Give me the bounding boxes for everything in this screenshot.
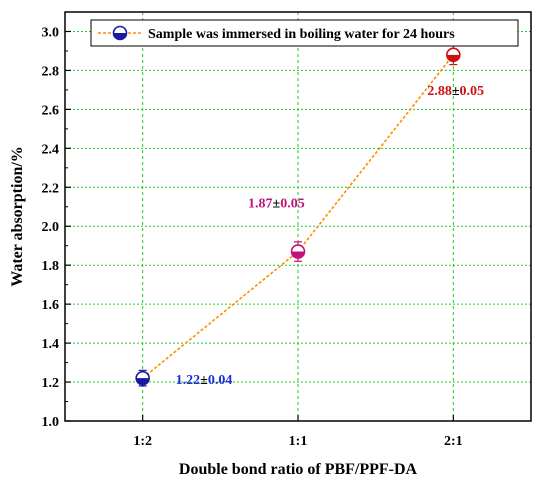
x-axis-title: Double bond ratio of PBF/PPF-DA bbox=[179, 461, 418, 478]
data-label-error: 0.05 bbox=[460, 84, 485, 99]
data-label: 1.87±0.05 bbox=[248, 197, 305, 212]
marker-fill bbox=[291, 251, 305, 259]
y-axis-title: Water absorption/% bbox=[9, 146, 26, 287]
y-tick-label: 1.6 bbox=[42, 298, 60, 313]
legend: Sample was immersed in boiling water for… bbox=[90, 19, 519, 47]
y-tick-label: 1.8 bbox=[42, 259, 60, 274]
legend-label: Sample was immersed in boiling water for… bbox=[148, 27, 455, 42]
data-label: 2.88±0.05 bbox=[427, 84, 484, 99]
data-label-value: 1.22 bbox=[176, 373, 201, 388]
y-tick-label: 1.2 bbox=[42, 376, 60, 391]
series-layer bbox=[135, 44, 461, 387]
data-point bbox=[446, 47, 461, 63]
legend-marker bbox=[112, 25, 128, 41]
ticks: 1.0 1.2 1.4 1.6 1.8 2.0 2.2 2.4 2.6 2.8 3.0 1:2 1:1 2… bbox=[42, 25, 463, 449]
plot-frame bbox=[64, 11, 532, 422]
y-tick-label: 2.2 bbox=[42, 181, 60, 196]
data-label: 1.22±0.04 bbox=[176, 373, 233, 388]
data-label-pm: ± bbox=[200, 373, 208, 388]
y-tick-label: 2.4 bbox=[42, 142, 60, 157]
marker-fill bbox=[113, 33, 127, 40]
grid bbox=[65, 12, 531, 421]
data-point bbox=[135, 370, 150, 386]
legend-marker-symbol bbox=[112, 25, 128, 41]
data-label-value: 1.87 bbox=[248, 197, 273, 212]
data-label-value: 2.88 bbox=[427, 84, 452, 99]
y-tick-label: 3.0 bbox=[42, 25, 60, 40]
y-tick-label: 2.0 bbox=[42, 220, 60, 235]
y-tick-label: 2.6 bbox=[42, 103, 60, 118]
x-tick-label: 2:1 bbox=[444, 434, 463, 449]
y-tick-label: 1.0 bbox=[42, 415, 60, 430]
marker-fill bbox=[446, 54, 460, 62]
marker-fill bbox=[136, 378, 150, 385]
x-tick-label: 1:1 bbox=[289, 434, 308, 449]
data-labels: 1.22±0.041.87±0.052.88±0.05 bbox=[176, 84, 484, 388]
data-label-pm: ± bbox=[273, 197, 281, 212]
y-tick-label: 2.8 bbox=[42, 64, 60, 79]
x-tick-label: 1:2 bbox=[133, 434, 152, 449]
data-label-pm: ± bbox=[452, 84, 460, 99]
data-point bbox=[290, 244, 306, 259]
data-label-error: 0.04 bbox=[208, 373, 233, 388]
data-label-error: 0.05 bbox=[280, 197, 305, 212]
legend-box bbox=[90, 19, 519, 47]
y-tick-label: 1.4 bbox=[42, 337, 60, 352]
